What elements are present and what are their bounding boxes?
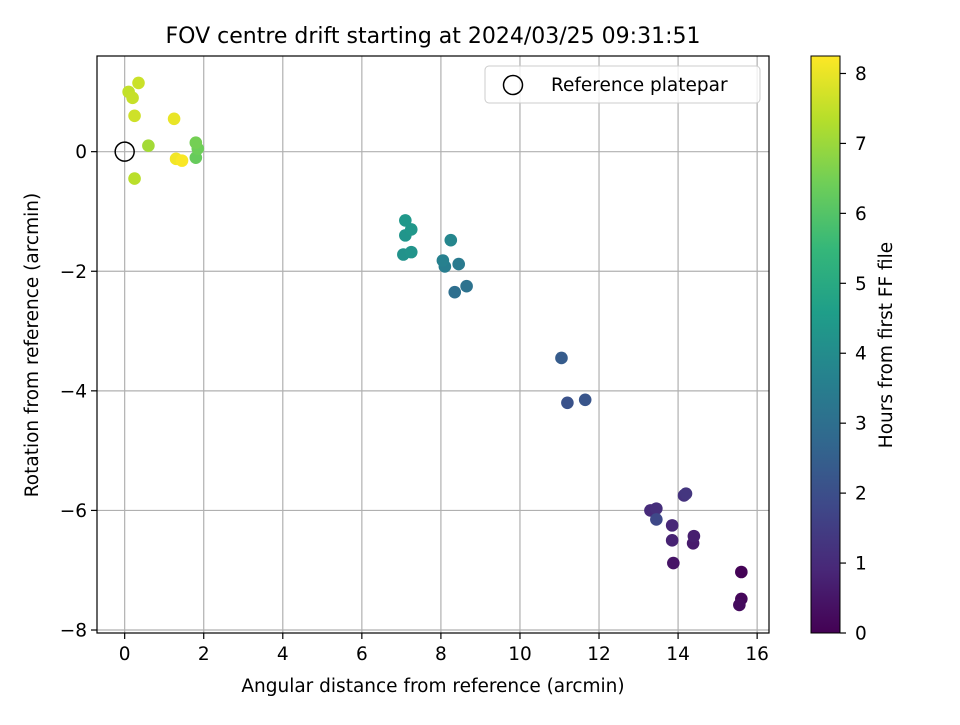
colorbar: 0 1 2 3 4 5 6 7 8 Hours from first FF file	[810, 55, 897, 645]
x-tick-label: 8	[435, 644, 447, 665]
data-point	[167, 112, 181, 126]
y-axis: 0 −2 −4 −6 −8	[60, 142, 97, 642]
plot-frame	[96, 55, 770, 634]
x-axis-label: Angular distance from reference (arcmin)	[241, 676, 624, 697]
data-point	[444, 233, 458, 247]
x-tick-label: 14	[666, 644, 690, 665]
x-tick-label: 2	[198, 644, 210, 665]
y-tick-label: −2	[60, 262, 87, 283]
y-tick-label: 0	[75, 142, 87, 163]
data-point	[452, 257, 465, 271]
colorbar-tick-label: 6	[855, 204, 867, 225]
data-point	[404, 245, 418, 259]
colorbar-label: Hours from first FF file	[876, 242, 897, 448]
colorbar-tick-label: 1	[855, 554, 867, 575]
data-point	[460, 279, 473, 293]
y-tick-label: −8	[60, 621, 87, 642]
colorbar-tick-label: 2	[855, 484, 867, 505]
colorbar-tick-label: 3	[855, 414, 867, 435]
data-point	[733, 598, 746, 612]
data-point	[578, 393, 592, 407]
data-point	[436, 254, 450, 267]
data-point	[404, 223, 418, 236]
legend: Reference platepar	[484, 65, 761, 104]
data-point	[128, 109, 141, 123]
data-point	[175, 154, 189, 167]
x-tick-label: 12	[587, 644, 611, 665]
x-tick-label: 4	[277, 644, 289, 665]
y-tick-label: −4	[60, 381, 87, 402]
data-point	[650, 502, 663, 515]
data-point	[561, 396, 574, 410]
data-point	[555, 351, 568, 365]
colorbar-tick-label: 4	[855, 344, 867, 365]
data-point	[650, 513, 663, 526]
data-point	[128, 172, 141, 185]
legend-box	[484, 65, 761, 104]
colorbar-ticks: 0 1 2 3 4 5 6 7 8	[840, 64, 867, 645]
x-tick-label: 10	[508, 644, 532, 665]
legend-reference-label: Reference platepar	[551, 75, 728, 96]
data-point	[665, 534, 679, 547]
reference-platepar-marker	[114, 141, 135, 162]
data-point	[126, 91, 139, 105]
x-tick-label: 0	[119, 644, 131, 665]
x-tick-label: 16	[745, 644, 769, 665]
y-axis-label: Rotation from reference (arcmin)	[22, 193, 43, 497]
colorbar-tick-label: 0	[855, 624, 867, 645]
chart-title: FOV centre drift starting at 2024/03/25 …	[166, 24, 701, 49]
data-point	[667, 556, 680, 570]
colorbar-tick-label: 5	[855, 274, 867, 295]
colorbar-tick-label: 7	[855, 134, 867, 155]
x-tick-label: 6	[356, 644, 368, 665]
data-point	[448, 285, 462, 299]
data-point	[399, 214, 412, 227]
data-point	[687, 529, 701, 543]
y-tick-label: −6	[60, 501, 87, 522]
data-point	[142, 139, 155, 152]
data-point	[679, 487, 693, 500]
data-point	[665, 519, 679, 532]
data-point	[735, 565, 748, 579]
legend-reference-marker	[502, 74, 524, 96]
data-point	[189, 136, 203, 149]
colorbar-gradient	[810, 55, 841, 634]
scatter-points	[114, 76, 748, 612]
data-point	[132, 76, 145, 90]
x-axis: 0 2 4 6 8 10 12 14 16	[119, 633, 769, 665]
colorbar-tick-label: 8	[855, 64, 867, 85]
